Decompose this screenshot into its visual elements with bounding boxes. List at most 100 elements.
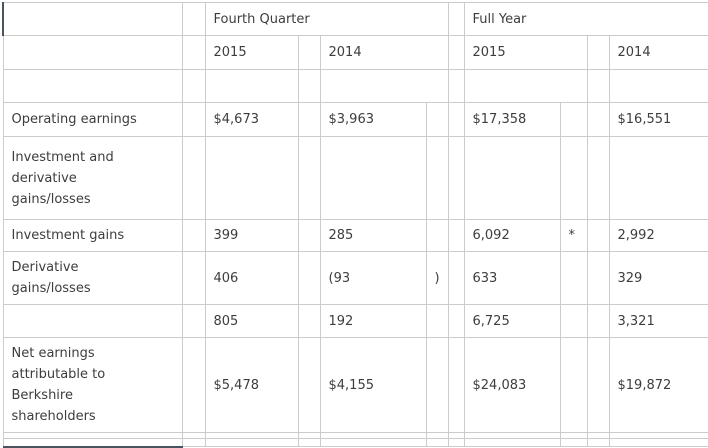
year-header-fy-2014: 2014 bbox=[608, 35, 708, 70]
value-fy-2014: $19,872 bbox=[608, 337, 708, 433]
paren-cell bbox=[425, 337, 449, 433]
value-fy-2015: 6,092 bbox=[463, 219, 561, 252]
spacer-cell bbox=[447, 251, 465, 305]
spacer-cell bbox=[297, 304, 321, 338]
spacer-cell bbox=[586, 136, 610, 220]
spacer-cell bbox=[181, 35, 206, 70]
spacer-cell bbox=[586, 35, 610, 70]
table-row-investment-gains: Investment gains 399 285 6,092 * 2,992 bbox=[2, 219, 708, 252]
table-row-year-headers: 2015 2014 2015 2014 bbox=[2, 35, 708, 70]
value-fq-2014 bbox=[319, 136, 427, 220]
column-group-fourth-quarter: Fourth Quarter bbox=[204, 2, 449, 36]
paren-cell bbox=[425, 102, 449, 137]
footnote-cell bbox=[559, 102, 588, 137]
spacer-cell bbox=[586, 304, 610, 338]
spacer-cell bbox=[181, 304, 206, 338]
value-fq-2014: 285 bbox=[319, 219, 427, 252]
empty-cell bbox=[204, 69, 299, 103]
paren-cell bbox=[425, 219, 449, 252]
spacer-cell bbox=[297, 251, 321, 305]
spacer-cell bbox=[586, 337, 610, 433]
spacer-cell bbox=[181, 438, 206, 447]
footnote-cell bbox=[559, 337, 588, 433]
table-row-net-earnings: Net earnings attributable to Berkshire s… bbox=[2, 337, 708, 433]
empty-cell bbox=[608, 438, 708, 447]
empty-cell bbox=[463, 69, 588, 103]
empty-cell bbox=[608, 69, 708, 103]
value-fy-2014 bbox=[608, 136, 708, 220]
paren-close-cell: ) bbox=[425, 251, 449, 305]
table-row-derivative-gains-losses: Derivative gains/losses 406 (93 ) 633 32… bbox=[2, 251, 708, 305]
empty-cell bbox=[463, 438, 561, 447]
empty-label-cell bbox=[2, 35, 183, 70]
value-fq-2014: (93 bbox=[319, 251, 427, 305]
table-row-operating-earnings: Operating earnings $4,673 $3,963 $17,358… bbox=[2, 102, 708, 137]
spacer-cell bbox=[447, 69, 465, 103]
spacer-cell bbox=[181, 136, 206, 220]
table-row-investment-derivative-section: Investment and derivative gains/losses bbox=[2, 136, 708, 220]
empty-cell bbox=[559, 438, 588, 447]
spacer-cell bbox=[447, 219, 465, 252]
value-fy-2015 bbox=[463, 136, 561, 220]
value-fq-2014: 192 bbox=[319, 304, 427, 338]
spacer-cell bbox=[181, 2, 206, 36]
spacer-cell bbox=[586, 69, 610, 103]
spacer-cell bbox=[586, 102, 610, 137]
value-fq-2015: $5,478 bbox=[204, 337, 299, 433]
spacer-cell bbox=[297, 219, 321, 252]
empty-cell bbox=[204, 438, 299, 447]
spacer-cell bbox=[586, 438, 610, 447]
corner-cell bbox=[2, 2, 183, 36]
footnote-cell bbox=[559, 304, 588, 338]
footnote-asterisk: * bbox=[559, 219, 588, 252]
empty-cell bbox=[425, 438, 449, 447]
row-label: Net earnings attributable to Berkshire s… bbox=[2, 337, 183, 433]
empty-cell bbox=[319, 438, 427, 447]
table-row-empty bbox=[2, 69, 708, 103]
spacer-cell bbox=[297, 102, 321, 137]
year-header-fy-2015: 2015 bbox=[463, 35, 588, 70]
table-row-subtotal: 805 192 6,725 3,321 bbox=[2, 304, 708, 338]
spacer-cell bbox=[297, 136, 321, 220]
spacer-cell bbox=[447, 337, 465, 433]
empty-label-cell bbox=[2, 69, 183, 103]
paren-cell bbox=[425, 136, 449, 220]
value-fq-2014: $3,963 bbox=[319, 102, 427, 137]
empty-cell bbox=[319, 69, 449, 103]
value-fy-2015: 6,725 bbox=[463, 304, 561, 338]
row-label: Derivative gains/losses bbox=[2, 251, 183, 305]
footnote-cell bbox=[559, 136, 588, 220]
row-label: Operating earnings bbox=[2, 102, 183, 137]
value-fy-2015: $17,358 bbox=[463, 102, 561, 137]
value-fy-2014: 329 bbox=[608, 251, 708, 305]
year-header-fq-2015: 2015 bbox=[204, 35, 299, 70]
footnote-cell bbox=[559, 251, 588, 305]
value-fy-2014: $16,551 bbox=[608, 102, 708, 137]
spacer-cell bbox=[181, 219, 206, 252]
value-fy-2014: 2,992 bbox=[608, 219, 708, 252]
spacer-cell bbox=[181, 251, 206, 305]
spacer-cell bbox=[297, 35, 321, 70]
value-fq-2014: $4,155 bbox=[319, 337, 427, 433]
spacer-cell bbox=[447, 438, 465, 447]
value-fq-2015: 399 bbox=[204, 219, 299, 252]
spacer-cell bbox=[297, 438, 321, 447]
value-fq-2015: 805 bbox=[204, 304, 299, 338]
spacer-cell bbox=[297, 69, 321, 103]
spacer-cell bbox=[586, 251, 610, 305]
spacer-cell bbox=[181, 69, 206, 103]
table-row-clipped-bottom bbox=[2, 438, 708, 448]
value-fy-2015: 633 bbox=[463, 251, 561, 305]
value-fq-2015: 406 bbox=[204, 251, 299, 305]
spacer-cell bbox=[447, 35, 465, 70]
column-group-full-year: Full Year bbox=[463, 2, 708, 36]
spacer-cell bbox=[447, 304, 465, 338]
value-fq-2015 bbox=[204, 136, 299, 220]
row-label: Investment gains bbox=[2, 219, 183, 252]
row-label: Investment and derivative gains/losses bbox=[2, 136, 183, 220]
table-row-period-headers: Fourth Quarter Full Year bbox=[2, 2, 708, 36]
spacer-cell bbox=[447, 136, 465, 220]
spacer-cell bbox=[297, 337, 321, 433]
paren-cell bbox=[425, 304, 449, 338]
